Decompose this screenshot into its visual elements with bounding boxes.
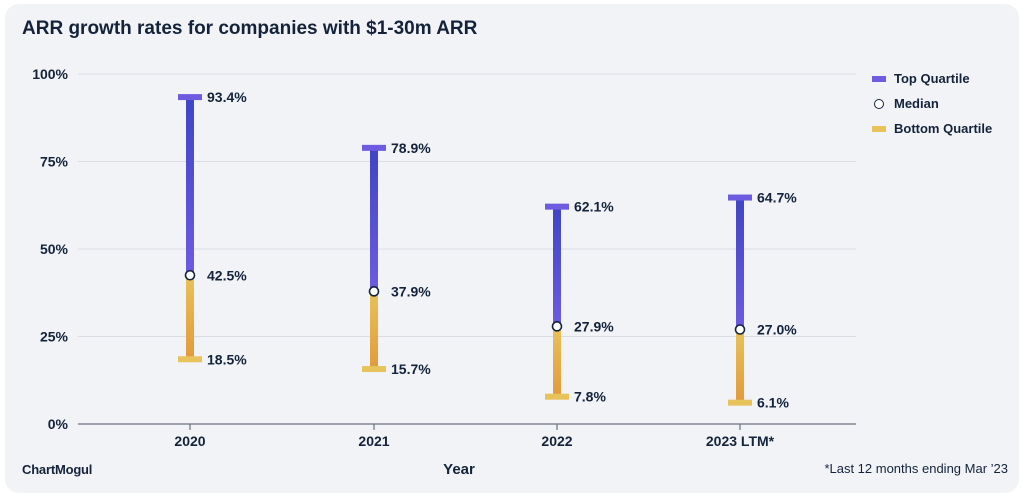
- legend-swatch-top-quartile: [872, 75, 886, 82]
- x-tick-label: 2020: [174, 433, 205, 449]
- y-tick-label: 100%: [32, 66, 68, 82]
- top-quartile-cap: [178, 94, 202, 101]
- top-quartile-bar: [736, 197, 744, 330]
- median-value: 42.5%: [207, 267, 247, 283]
- legend-item-median[interactable]: Median: [872, 91, 992, 116]
- legend-label: Top Quartile: [894, 71, 970, 86]
- top-quartile-value: 93.4%: [207, 89, 247, 105]
- chart-title: ARR growth rates for companies with $1-3…: [22, 18, 478, 39]
- median-marker: [551, 321, 563, 332]
- legend-swatch-bottom-quartile: [872, 125, 886, 132]
- range-bar-group: 62.1% 27.9% 7.8%: [545, 199, 614, 405]
- y-tick-label: 25%: [40, 329, 69, 345]
- bottom-quartile-value: 15.7%: [391, 361, 431, 377]
- top-quartile-value: 78.9%: [391, 140, 431, 156]
- top-quartile-cap: [728, 194, 752, 201]
- legend-swatch-median: [874, 98, 884, 109]
- median-value: 37.9%: [391, 283, 431, 299]
- brand-logo: ChartMogul: [22, 462, 93, 477]
- median-value: 27.9%: [574, 318, 614, 334]
- legend: Top Quartile Median Bottom Quartile: [872, 66, 992, 141]
- top-quartile-bar: [370, 147, 378, 292]
- bottom-quartile-cap: [362, 366, 386, 373]
- legend-label: Bottom Quartile: [894, 121, 993, 136]
- top-quartile-bar: [186, 97, 194, 276]
- range-bar-group: 78.9% 37.9% 15.7%: [362, 140, 431, 377]
- bottom-quartile-value: 6.1%: [757, 395, 789, 411]
- footnote: *Last 12 months ending Mar ’23: [824, 461, 1008, 476]
- bottom-quartile-bar: [736, 329, 744, 403]
- bottom-quartile-value: 7.8%: [574, 389, 606, 405]
- x-tick-label: 2021: [358, 433, 389, 449]
- top-quartile-value: 62.1%: [574, 199, 614, 215]
- bottom-quartile-cap: [728, 399, 752, 406]
- top-quartile-value: 64.7%: [757, 190, 797, 206]
- median-marker: [734, 324, 746, 335]
- bottom-quartile-bar: [186, 275, 194, 360]
- top-quartile-bar: [553, 206, 561, 327]
- y-tick-label: 50%: [40, 241, 69, 257]
- y-tick-label: 75%: [40, 154, 69, 170]
- y-tick-label: 0%: [48, 416, 69, 432]
- legend-item-top-quartile[interactable]: Top Quartile: [872, 66, 992, 91]
- median-marker: [368, 286, 380, 297]
- bottom-quartile-value: 18.5%: [207, 351, 247, 367]
- bottom-quartile-bar: [370, 291, 378, 370]
- top-quartile-cap: [545, 203, 569, 210]
- bottom-quartile-bar: [553, 326, 561, 397]
- x-tick-label: 2023 LTM*: [706, 433, 775, 449]
- bottom-quartile-cap: [545, 393, 569, 400]
- x-axis-title: Year: [443, 461, 475, 478]
- x-tick-label: 2022: [541, 433, 572, 449]
- bottom-quartile-cap: [178, 356, 202, 363]
- range-bar-group: 64.7% 27.0% 6.1%: [728, 190, 797, 411]
- range-bar-group: 93.4% 42.5% 18.5%: [178, 89, 247, 367]
- top-quartile-cap: [362, 144, 386, 151]
- median-value: 27.0%: [757, 322, 797, 338]
- median-marker: [184, 269, 196, 281]
- legend-label: Median: [894, 96, 939, 111]
- legend-item-bottom-quartile[interactable]: Bottom Quartile: [872, 116, 992, 141]
